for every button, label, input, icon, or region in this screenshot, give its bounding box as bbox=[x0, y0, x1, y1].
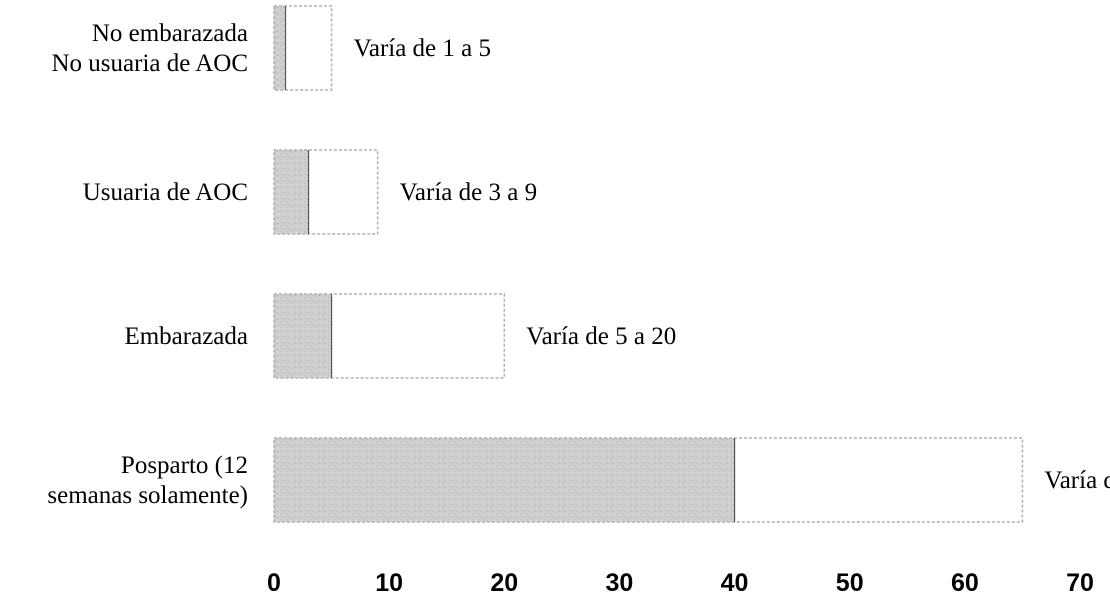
x-tick-label: 10 bbox=[375, 569, 403, 597]
bar-range-outline bbox=[273, 5, 333, 91]
bar-low-segment bbox=[274, 438, 735, 522]
bar-low-segment bbox=[274, 6, 286, 90]
x-tick-label: 50 bbox=[836, 569, 864, 597]
bar-range-outline bbox=[273, 293, 506, 379]
range-data-label: Varía de 3 a 9 bbox=[400, 179, 537, 206]
range-data-label: Varía de 40 a 65 bbox=[1044, 467, 1110, 494]
bar-low-segment bbox=[274, 150, 309, 234]
category-label: Posparto (12 semanas solamente) bbox=[47, 452, 248, 509]
x-tick-label: 40 bbox=[721, 569, 749, 597]
range-data-label: Varía de 1 a 5 bbox=[354, 35, 491, 62]
x-tick-label: 60 bbox=[951, 569, 979, 597]
x-tick-label: 30 bbox=[606, 569, 634, 597]
category-label-line: No usuaria de AOC bbox=[52, 50, 249, 77]
category-label: No embarazada No usuaria de AOC bbox=[52, 20, 249, 77]
category-label-line: Posparto (12 bbox=[121, 452, 248, 479]
category-label: Usuaria de AOC bbox=[83, 179, 248, 206]
bar-low-segment bbox=[274, 294, 332, 378]
category-label-line: No embarazada bbox=[92, 20, 248, 47]
bar-range-outline bbox=[273, 437, 1024, 523]
x-tick-label: 70 bbox=[1066, 569, 1094, 597]
category-label: Embarazada bbox=[124, 323, 248, 350]
category-label-line: semanas solamente) bbox=[47, 482, 248, 509]
x-tick-label: 0 bbox=[267, 569, 281, 597]
category-label-line: Embarazada bbox=[124, 323, 248, 350]
category-label-line: Usuaria de AOC bbox=[83, 179, 248, 206]
range-data-label: Varía de 5 a 20 bbox=[526, 323, 676, 350]
x-tick-label: 20 bbox=[490, 569, 518, 597]
bar-range-outline bbox=[273, 149, 379, 235]
